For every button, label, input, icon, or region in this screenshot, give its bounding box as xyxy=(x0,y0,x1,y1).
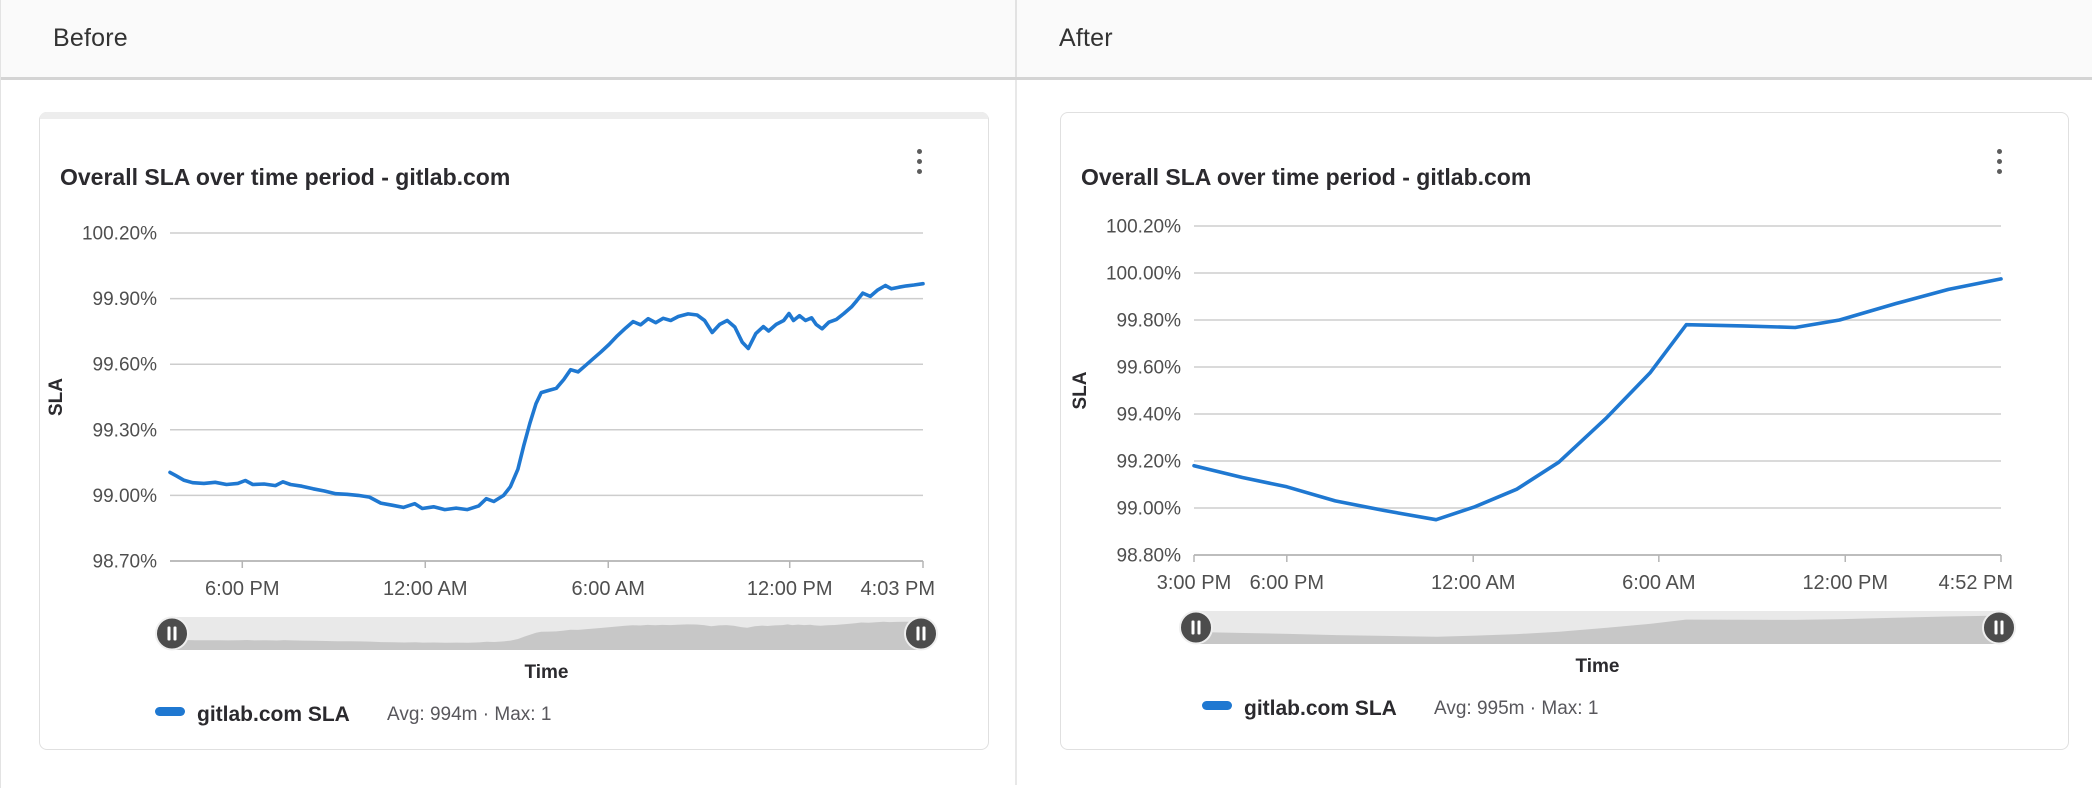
sla-series-line xyxy=(1192,277,2003,522)
kebab-menu-icon xyxy=(1996,148,2002,154)
x-axis-tick-label: 4:52 PM xyxy=(1939,572,2013,594)
y-axis-tick-label: 99.00% xyxy=(93,486,158,507)
y-axis-tick-label: 100.00% xyxy=(1106,264,1181,285)
sla-line-chart[interactable]: 100.20% 99.90% 99.60% 99.30% 99.00% 98.70% 6:0… xyxy=(40,113,988,749)
sla-line-chart[interactable]: 100.20% 100.00% 99.80% 99.60% 99.40% 99.20% 99… xyxy=(1061,113,2068,749)
after-header-cell: After xyxy=(1017,0,2092,77)
legend-series-name: gitlab.com SLA xyxy=(1244,697,1397,720)
sla-chart-card-after: Overall SLA over time period - gitlab.co… xyxy=(1060,112,2069,750)
scrubber-minimap-area xyxy=(1196,615,1999,644)
pause-icon xyxy=(2000,620,2004,635)
legend[interactable]: gitlab.com SLA Avg: 995m · Max: 1 xyxy=(1202,697,1598,720)
before-label: Before xyxy=(53,24,128,52)
x-axis-tick-label: 3:00 PM xyxy=(1157,572,1231,594)
sla-series-line xyxy=(168,281,925,512)
y-axis-tick-label: 99.40% xyxy=(1117,405,1182,426)
pause-icon xyxy=(922,626,926,641)
y-axis-tick-label: 100.20% xyxy=(1106,217,1181,238)
y-axis-tick-label: 99.60% xyxy=(1117,358,1182,379)
chart-more-actions-button[interactable] xyxy=(900,139,938,183)
compare-header: Before After xyxy=(1,0,2092,80)
sla-chart-card-before: Overall SLA over time period - gitlab.co… xyxy=(39,112,989,750)
before-header-cell: Before xyxy=(1,0,1017,77)
legend-series-stats: Avg: 994m · Max: 1 xyxy=(387,704,551,725)
legend-series-name: gitlab.com SLA xyxy=(197,703,350,726)
y-axis-tick-label: 99.30% xyxy=(93,420,158,441)
y-axis-tick-label: 98.70% xyxy=(93,552,158,573)
scrubber-handle-left[interactable] xyxy=(155,616,189,651)
x-axis-tick-label: 6:00 AM xyxy=(572,578,645,600)
x-axis-title: Time xyxy=(524,662,568,683)
x-axis-title: Time xyxy=(1575,656,1619,677)
x-axis-tick-label: 12:00 PM xyxy=(1802,572,1888,594)
x-axis-tick-label: 12:00 PM xyxy=(747,578,833,600)
y-axis-tick-label: 99.90% xyxy=(93,289,158,310)
before-panel: Overall SLA over time period - gitlab.co… xyxy=(1,80,1017,785)
x-axis-tick-label: 6:00 PM xyxy=(205,578,279,600)
compare-content: Overall SLA over time period - gitlab.co… xyxy=(1,80,2092,785)
scrubber-handle-left[interactable] xyxy=(1179,610,1213,645)
y-axis-tick-label: 99.20% xyxy=(1117,452,1182,473)
x-axis-tick-label: 6:00 AM xyxy=(1622,572,1695,594)
y-axis-title: SLA xyxy=(46,378,67,416)
y-axis-tick-label: 99.60% xyxy=(93,355,158,376)
y-axis-tick-label: 99.00% xyxy=(1117,499,1182,520)
x-axis-tick-label: 6:00 PM xyxy=(1250,572,1324,594)
horizontal-scrollbar[interactable] xyxy=(40,112,988,119)
x-axis-tick-label: 12:00 AM xyxy=(383,578,468,600)
y-axis-title: SLA xyxy=(1070,371,1091,409)
legend[interactable]: gitlab.com SLA Avg: 994m · Max: 1 xyxy=(155,703,551,726)
after-label: After xyxy=(1059,24,1113,52)
y-axis-tick-label: 98.80% xyxy=(1117,546,1182,567)
scrubber-handle-right[interactable] xyxy=(904,616,938,651)
scrubber-minimap-area xyxy=(172,621,921,650)
y-axis-tick-label: 100.20% xyxy=(82,224,157,245)
legend-series-stats: Avg: 995m · Max: 1 xyxy=(1434,698,1598,719)
pause-icon xyxy=(167,626,171,641)
pause-icon xyxy=(1994,620,1998,635)
pause-icon xyxy=(173,626,177,641)
x-axis-tick-label: 4:03 PM xyxy=(861,578,935,600)
pause-icon xyxy=(1197,620,1201,635)
legend-swatch xyxy=(155,707,185,716)
after-panel: Overall SLA over time period - gitlab.co… xyxy=(1017,80,2092,785)
pause-icon xyxy=(916,626,920,641)
scrubber-handle-right[interactable] xyxy=(1982,610,2016,645)
x-axis-tick-label: 12:00 AM xyxy=(1431,572,1516,594)
kebab-menu-icon xyxy=(916,148,922,154)
legend-swatch xyxy=(1202,701,1232,710)
chart-more-actions-button[interactable] xyxy=(1980,139,2018,183)
pause-icon xyxy=(1191,620,1195,635)
y-axis-tick-label: 99.80% xyxy=(1117,311,1182,332)
